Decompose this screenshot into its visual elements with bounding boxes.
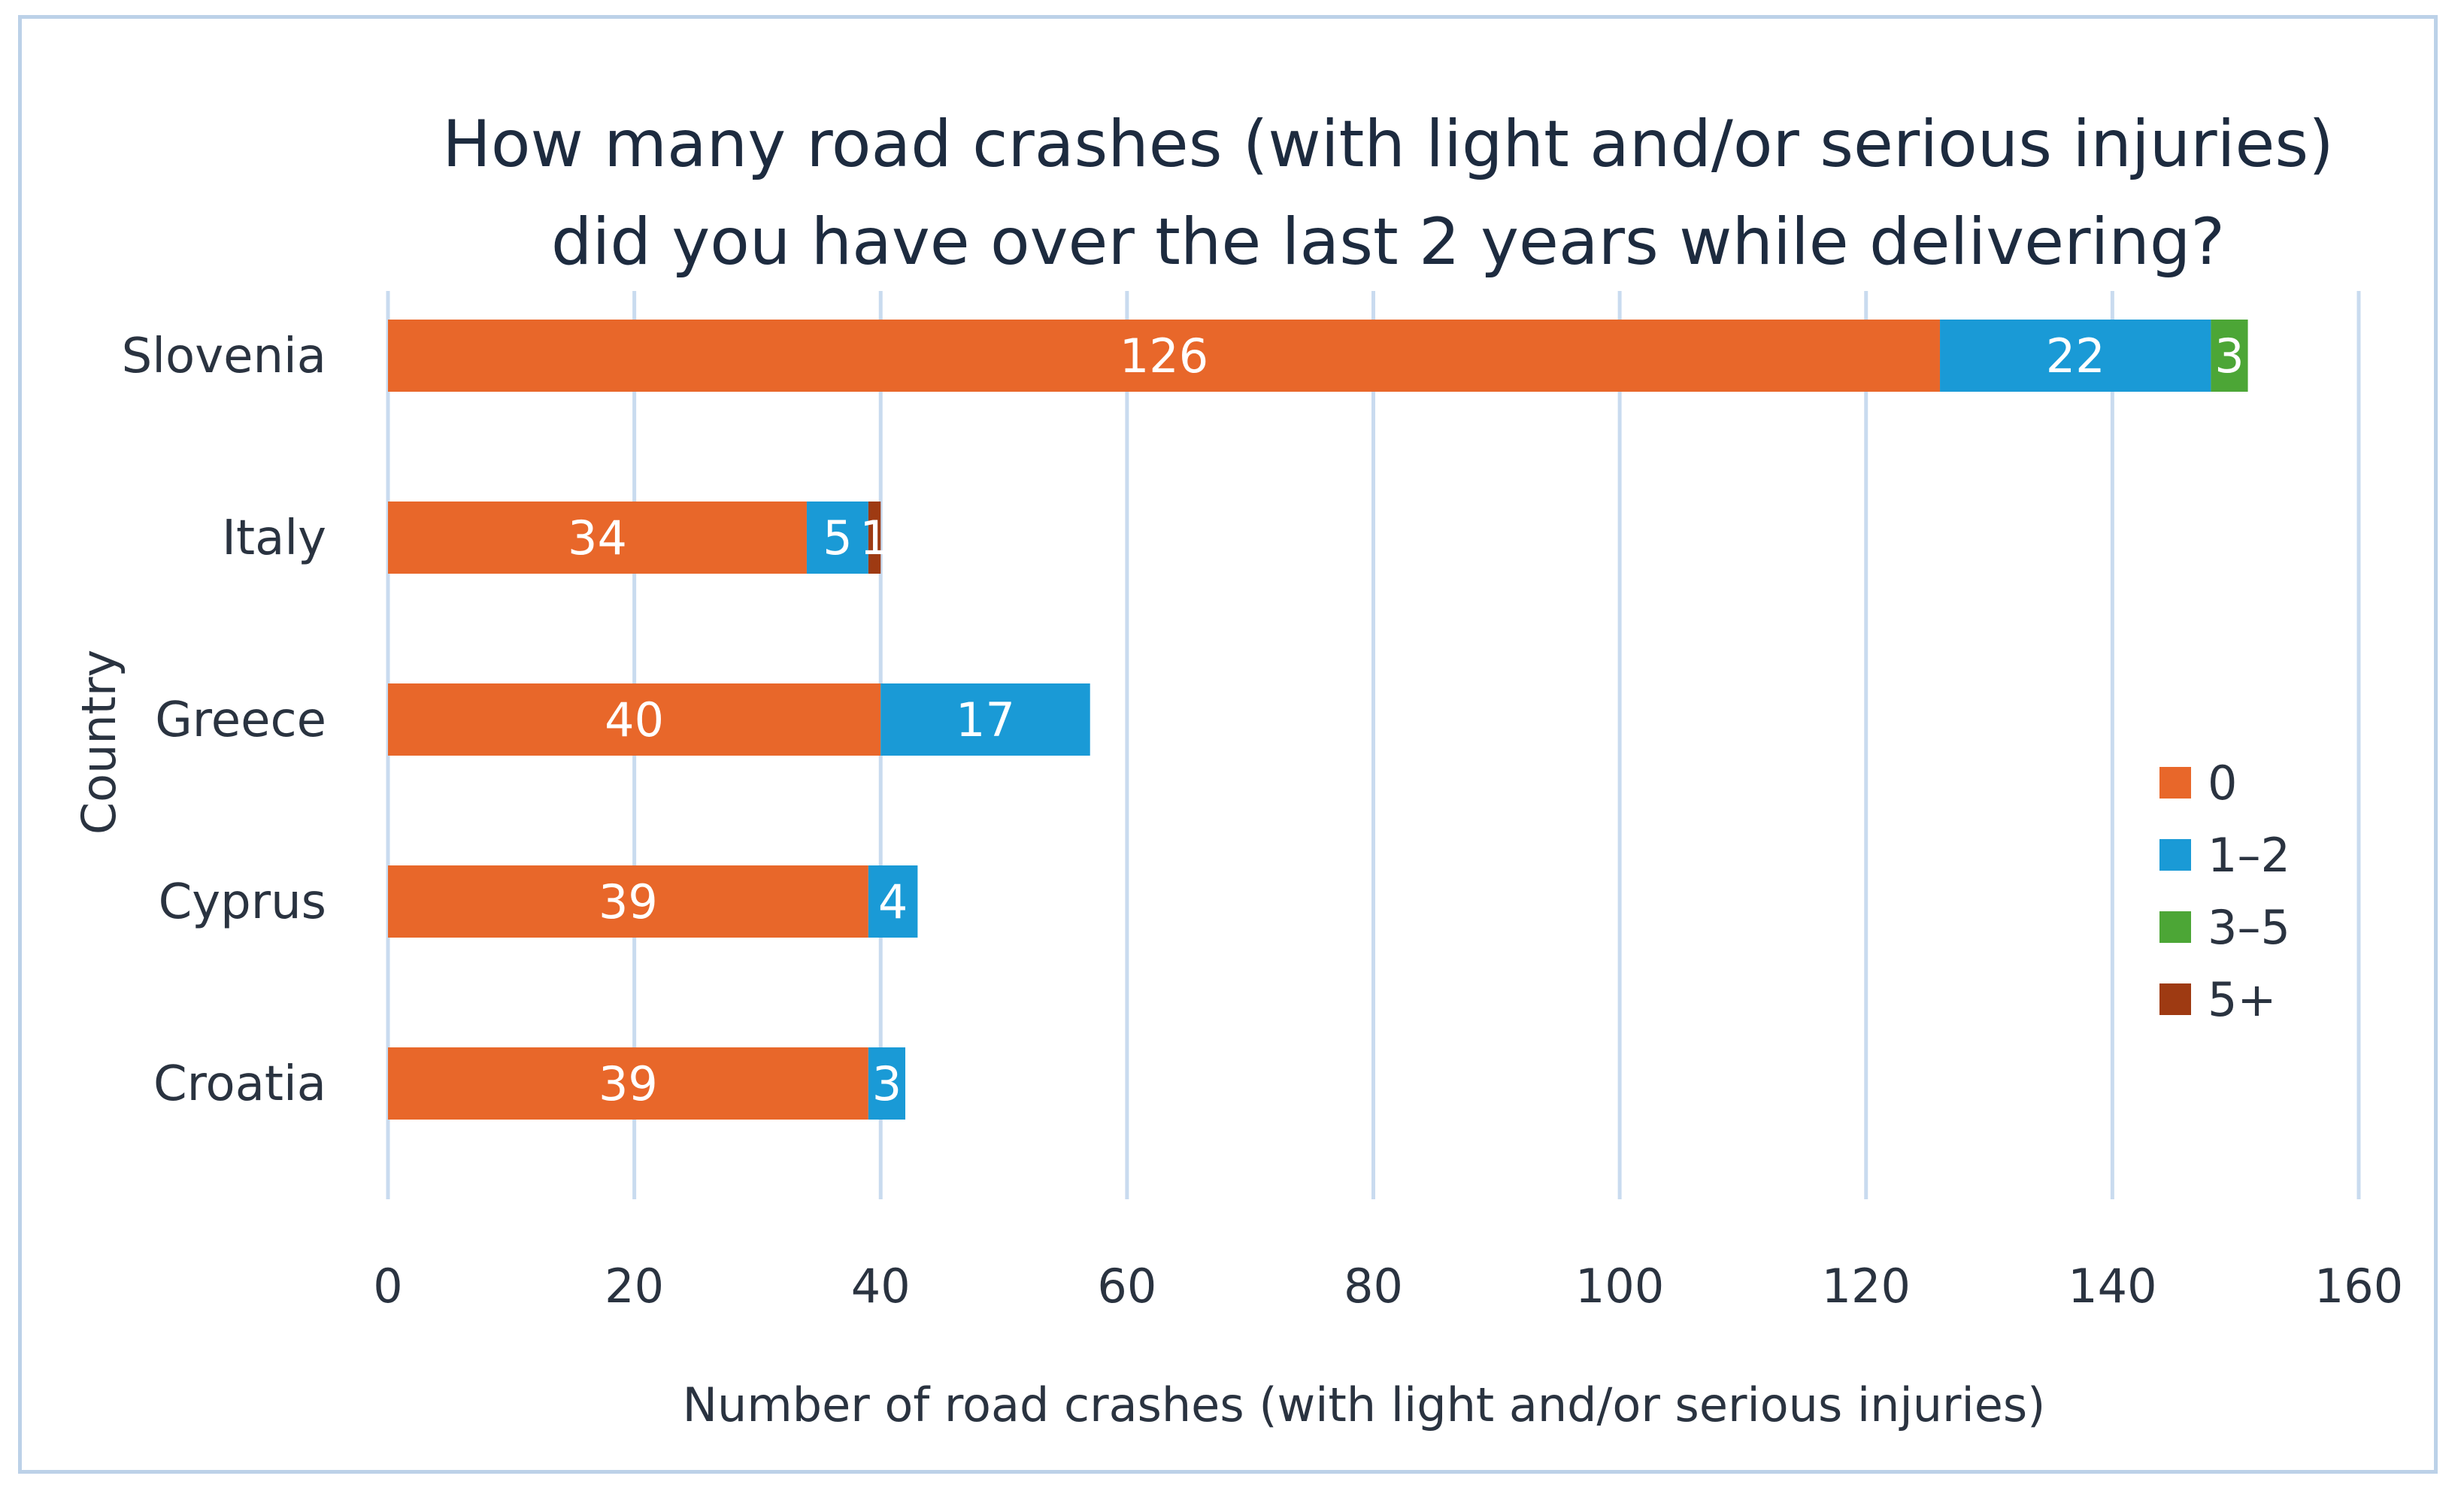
x-tick-label-160: 160 [2314, 1259, 2403, 1314]
x-tick-label-120: 120 [1822, 1259, 1911, 1314]
x-tick-label-20: 20 [605, 1259, 664, 1314]
legend: 0 1–2 3–5 5+ [2159, 756, 2290, 1027]
legend-label-series-1: 1–2 [2208, 828, 2290, 883]
bar-label-slovenia-series-1: 22 [2046, 329, 2105, 383]
bar-croatia-series-1 [868, 1047, 906, 1120]
bar-label-croatia-series-0: 39 [599, 1056, 658, 1111]
x-tick-label-0: 0 [373, 1259, 402, 1314]
bar-label-croatia-series-1: 3 [872, 1056, 902, 1111]
bar-cyprus-series-1 [868, 865, 918, 938]
y-axis-title: Country [71, 650, 126, 835]
x-tick-labels: 0 20 40 60 80 100 120 140 160 [373, 1259, 2403, 1314]
bar-greece-series-0 [388, 683, 881, 756]
bar-label-slovenia-series-0: 126 [1120, 329, 1208, 383]
category-labels: Slovenia Italy Greece Cyprus Croatia [122, 329, 326, 1112]
legend-label-series-2: 3–5 [2208, 900, 2290, 955]
legend-label-series-3: 5+ [2208, 972, 2276, 1027]
legend-swatch-series-1 [2159, 839, 2191, 871]
chart-title-line-1: How many road crashes (with light and/or… [442, 107, 2334, 182]
legend-label-series-0: 0 [2208, 756, 2237, 811]
x-tick-label-40: 40 [851, 1259, 911, 1314]
bar-slovenia-series-2 [2211, 320, 2248, 392]
x-tick-label-60: 60 [1097, 1259, 1156, 1314]
bar-cyprus-series-0 [388, 865, 868, 938]
bar-label-greece-series-1: 17 [956, 692, 1015, 747]
bars: 126 22 3 34 5 1 40 17 39 4 39 3 [388, 320, 2248, 1120]
legend-swatch-series-2 [2159, 911, 2191, 943]
x-tick-label-80: 80 [1344, 1259, 1403, 1314]
bar-label-italy-series-0: 34 [568, 511, 627, 565]
gridlines [386, 291, 2361, 1199]
chart-title-line-2: did you have over the last 2 years while… [551, 205, 2225, 280]
bar-label-cyprus-series-0: 39 [599, 874, 658, 929]
bar-italy-series-0 [388, 502, 807, 574]
bar-slovenia-series-0 [388, 320, 1941, 392]
road-crashes-chart: How many road crashes (with light and/or… [71, 107, 2403, 1432]
category-label-cyprus: Cyprus [159, 874, 326, 930]
legend-swatch-series-0 [2159, 767, 2191, 799]
chart-frame: How many road crashes (with light and/or… [18, 15, 2438, 1474]
category-label-italy: Italy [222, 511, 326, 566]
bar-greece-series-1 [880, 683, 1090, 756]
bar-label-italy-series-3: 1 [859, 511, 889, 565]
bar-label-cyprus-series-1: 4 [878, 874, 908, 929]
bar-slovenia-series-1 [1940, 320, 2211, 392]
bar-italy-series-1 [806, 502, 868, 574]
x-tick-label-140: 140 [2068, 1259, 2156, 1314]
bar-label-greece-series-0: 40 [605, 692, 664, 747]
bar-croatia-series-0 [388, 1047, 868, 1120]
x-axis-title: Number of road crashes (with light and/o… [683, 1377, 2046, 1432]
bar-label-italy-series-1: 5 [823, 511, 852, 565]
category-label-croatia: Croatia [153, 1056, 326, 1112]
category-label-slovenia: Slovenia [122, 329, 326, 384]
bar-italy-series-3 [868, 502, 881, 574]
x-tick-label-100: 100 [1575, 1259, 1664, 1314]
chart-title: How many road crashes (with light and/or… [442, 107, 2334, 280]
bar-label-slovenia-series-2: 3 [2214, 329, 2244, 383]
category-label-greece: Greece [155, 692, 326, 748]
legend-swatch-series-3 [2159, 983, 2191, 1015]
